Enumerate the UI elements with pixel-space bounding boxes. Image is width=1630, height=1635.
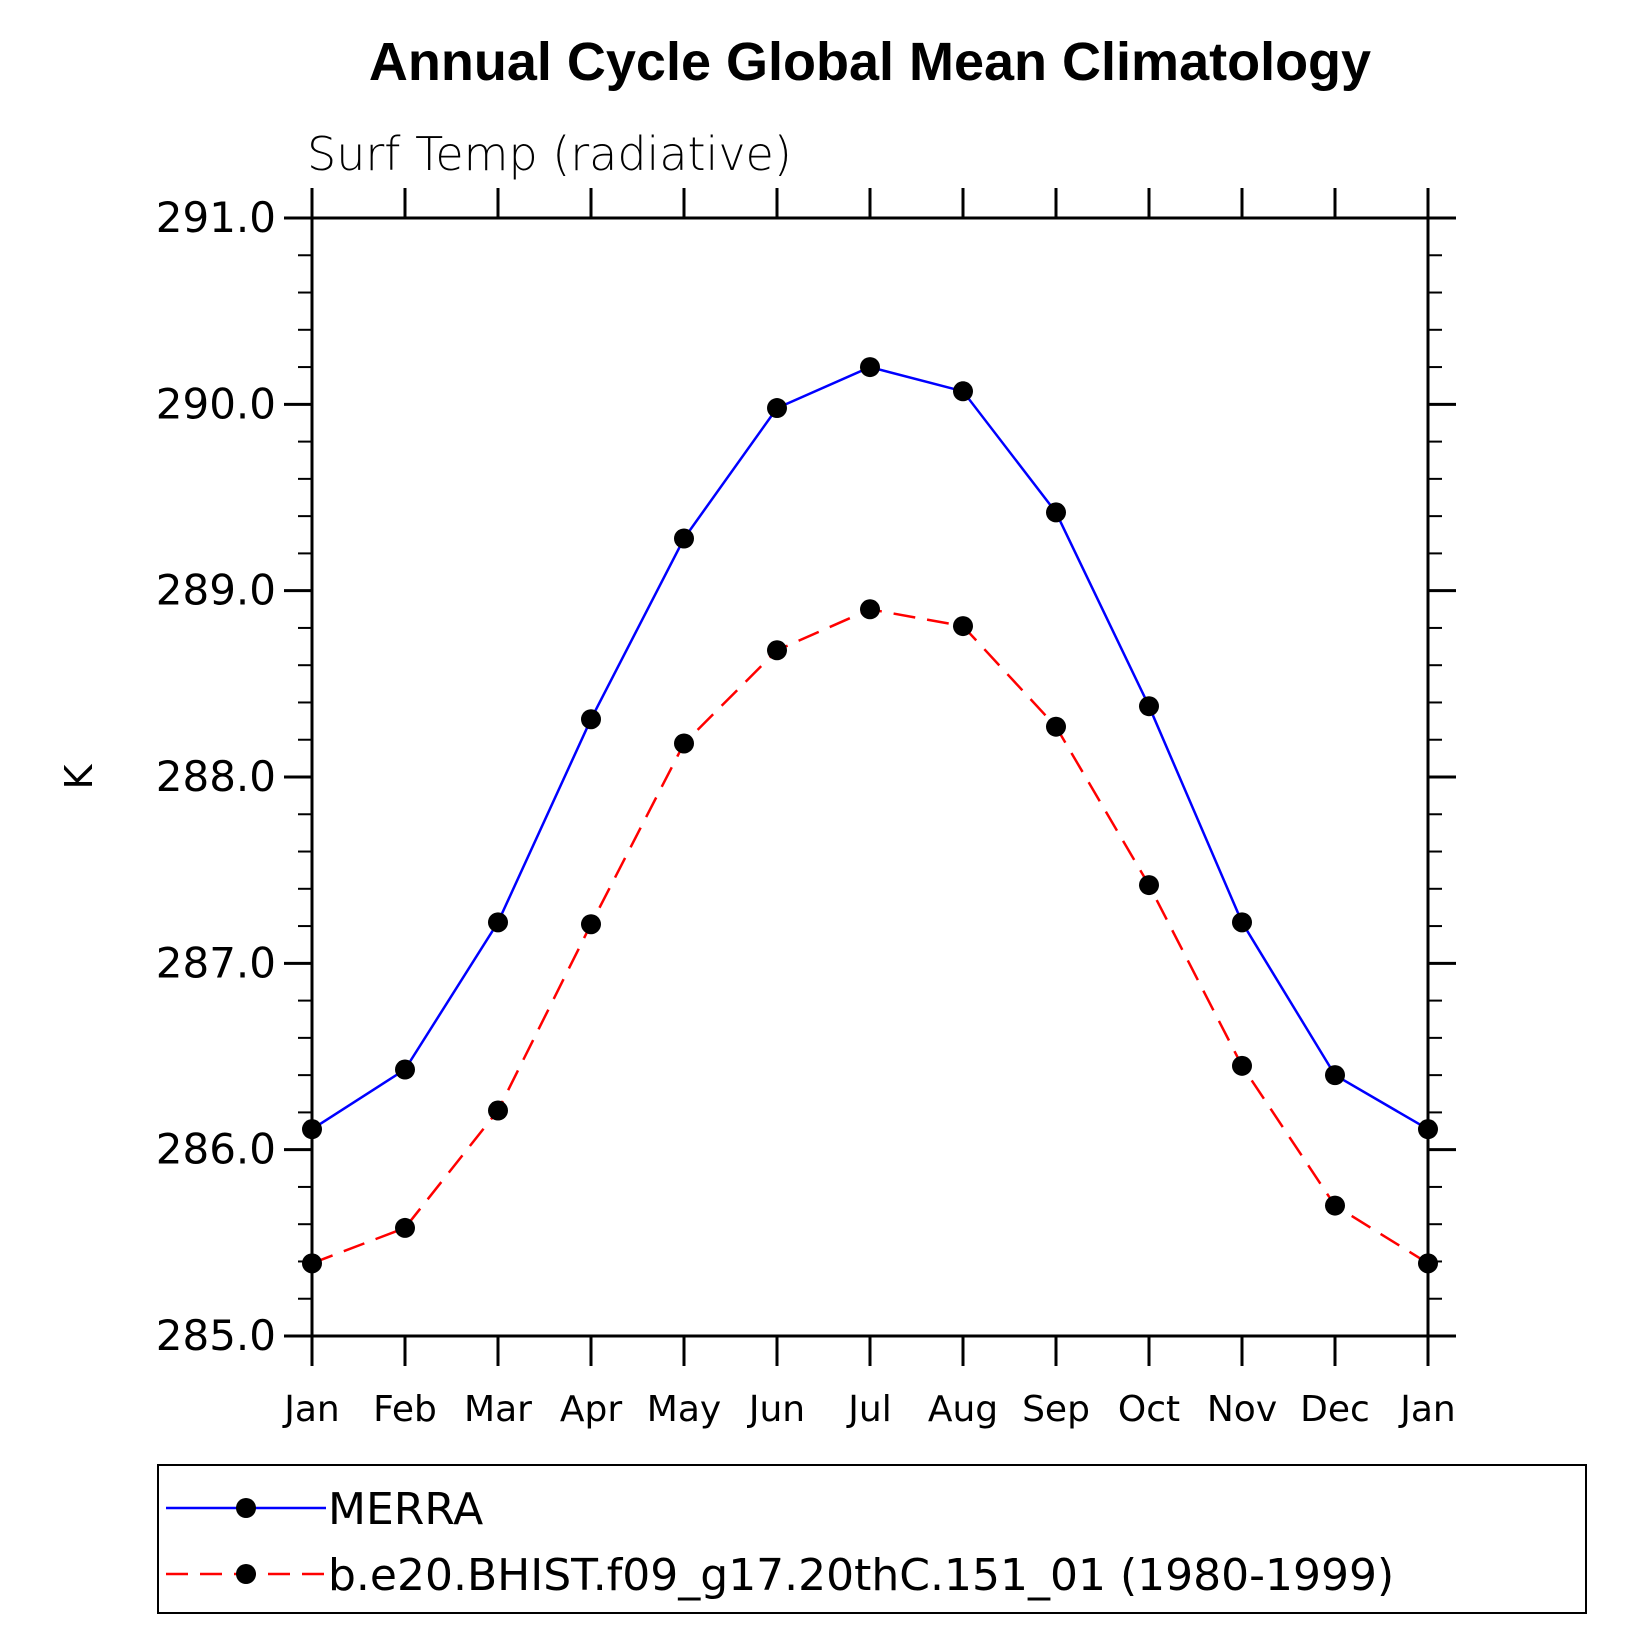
x-tick-label: Dec bbox=[1300, 1389, 1370, 1430]
x-tick-label: Jan bbox=[1398, 1389, 1456, 1430]
legend-swatch-marker bbox=[236, 1564, 256, 1584]
data-point bbox=[395, 1217, 415, 1238]
series-layer bbox=[302, 357, 1438, 1274]
series-line bbox=[311, 365, 1429, 1131]
data-point bbox=[860, 599, 880, 620]
data-point bbox=[1232, 1055, 1252, 1076]
data-point bbox=[674, 733, 694, 754]
data-point bbox=[1418, 1119, 1438, 1140]
axes-frame: 285.0 286.0 287.0 288.0 289.0 290.0 291.0 Jan Fe… bbox=[156, 188, 1456, 1430]
x-tick-label: Jun bbox=[747, 1389, 805, 1430]
data-point bbox=[488, 1100, 508, 1121]
y-axis-label: K bbox=[57, 763, 101, 789]
x-tick-label: May bbox=[647, 1389, 721, 1430]
data-point bbox=[1046, 502, 1066, 523]
data-point bbox=[1139, 875, 1159, 896]
data-point bbox=[581, 709, 601, 730]
data-point bbox=[395, 1059, 415, 1080]
data-point bbox=[581, 914, 601, 935]
legend-box bbox=[157, 1464, 1587, 1614]
y-tick-label: 285.0 bbox=[156, 1311, 276, 1360]
data-point bbox=[767, 398, 787, 419]
data-point bbox=[302, 1253, 322, 1274]
x-tick-label: Mar bbox=[464, 1389, 532, 1430]
data-point bbox=[953, 381, 973, 402]
data-point bbox=[1232, 912, 1252, 933]
data-point bbox=[860, 357, 880, 378]
y-tick-label: 287.0 bbox=[156, 938, 276, 987]
data-point bbox=[674, 528, 694, 549]
legend-swatch-marker bbox=[236, 1498, 256, 1518]
chart-title: Annual Cycle Global Mean Climatology bbox=[369, 32, 1371, 92]
x-tick-label: Jan bbox=[282, 1389, 340, 1430]
x-tick-label: Jul bbox=[846, 1389, 891, 1430]
data-point bbox=[1046, 716, 1066, 737]
x-tick-label: Oct bbox=[1118, 1389, 1180, 1430]
series-0 bbox=[302, 357, 1438, 1140]
y-tick-label: 291.0 bbox=[156, 193, 276, 242]
data-point bbox=[767, 640, 787, 661]
plot-frame bbox=[310, 216, 1430, 1338]
data-point bbox=[1418, 1253, 1438, 1274]
x-tick-label: Aug bbox=[928, 1389, 998, 1430]
data-point bbox=[1325, 1065, 1345, 1086]
legend: MERRA b.e20.BHIST.f09_g17.20thC.151_01 (1… bbox=[157, 1464, 1587, 1614]
data-point bbox=[488, 912, 508, 933]
y-tick-label: 286.0 bbox=[156, 1125, 276, 1174]
data-point bbox=[1139, 696, 1159, 717]
data-point bbox=[953, 616, 973, 637]
x-tick-label: Nov bbox=[1207, 1389, 1277, 1430]
x-tick-label: Feb bbox=[373, 1389, 437, 1430]
y-tick-label: 290.0 bbox=[156, 379, 276, 428]
y-tick-label: 288.0 bbox=[156, 752, 276, 801]
chart-subtitle: Surf Temp (radiative) bbox=[307, 127, 792, 181]
x-tick-label: Sep bbox=[1022, 1389, 1090, 1430]
legend-entry-label: MERRA bbox=[328, 1484, 483, 1535]
data-point bbox=[302, 1119, 322, 1140]
data-point bbox=[1325, 1195, 1345, 1216]
x-tick-label: Apr bbox=[560, 1389, 622, 1430]
legend-entry-label: b.e20.BHIST.f09_g17.20thC.151_01 (1980-1… bbox=[328, 1550, 1394, 1601]
series-line bbox=[311, 608, 1429, 1265]
series-1 bbox=[302, 599, 1438, 1274]
y-tick-label: 289.0 bbox=[156, 566, 276, 615]
